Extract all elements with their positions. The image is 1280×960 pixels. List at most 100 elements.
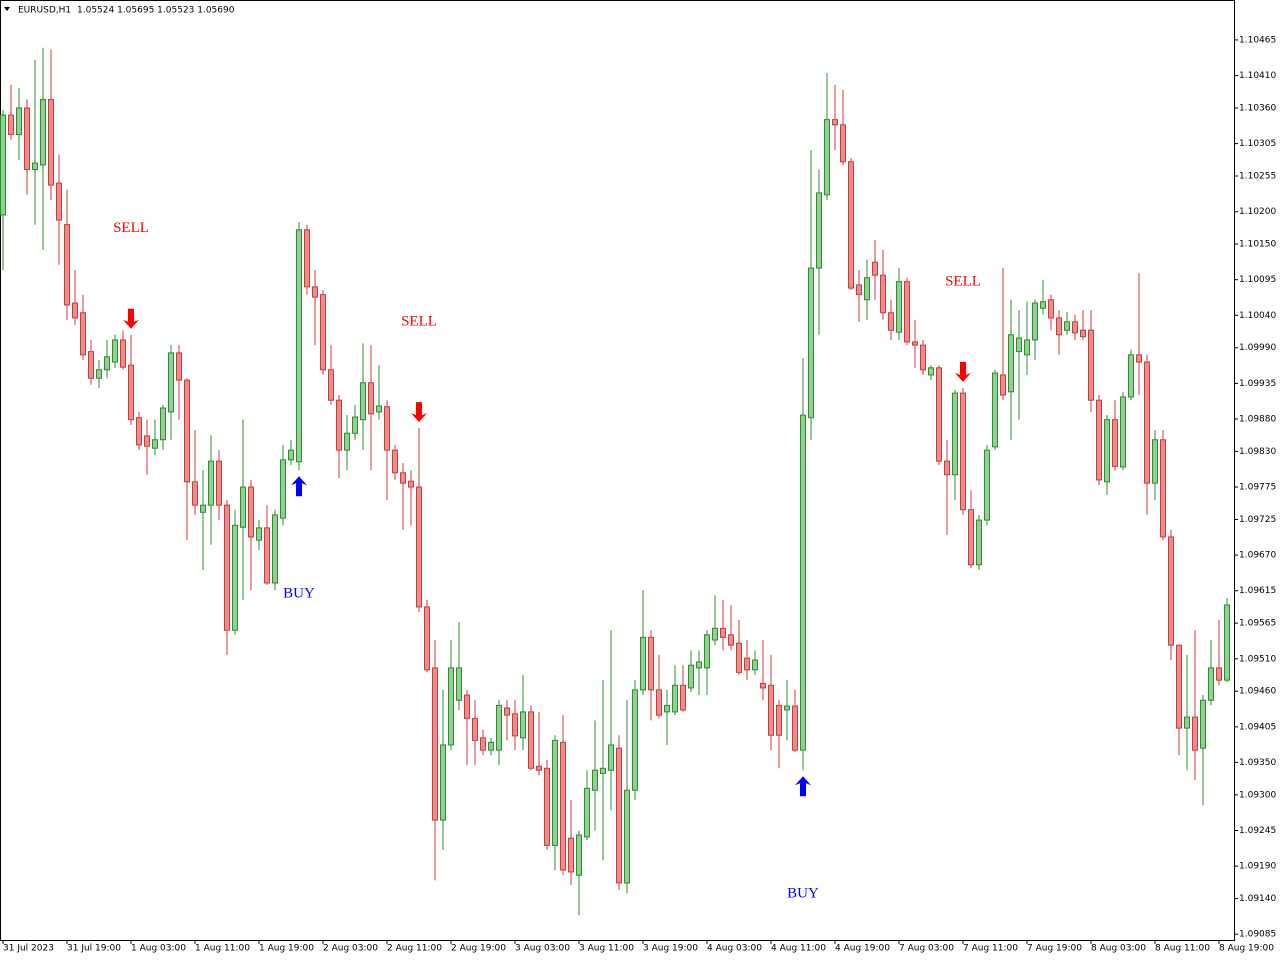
candle-body <box>536 765 542 771</box>
y-tick-label: 1.09990 <box>1239 343 1276 353</box>
y-tick-label: 1.10305 <box>1239 139 1276 149</box>
candle-body <box>1000 374 1006 396</box>
candle-body <box>1088 329 1094 401</box>
candle-body <box>928 367 934 376</box>
candle-body <box>1056 317 1062 336</box>
candle-body <box>8 114 14 136</box>
candle-body <box>352 416 358 434</box>
candle-body <box>256 527 262 541</box>
candle-body <box>280 459 286 519</box>
y-tick-label: 1.09565 <box>1239 619 1276 629</box>
candle-body <box>1024 339 1030 356</box>
x-tick-label: 4 Aug 19:00 <box>835 944 890 954</box>
candle-body <box>600 767 606 774</box>
candle-body <box>1136 354 1142 363</box>
candle-body <box>1192 716 1198 751</box>
candle-body <box>1200 699 1206 749</box>
x-tick-label: 7 Aug 19:00 <box>1027 944 1082 954</box>
signal-arrow <box>411 402 427 423</box>
candle-body <box>504 707 510 716</box>
candle-body <box>272 514 278 584</box>
candle-body <box>208 460 214 506</box>
quote: 1.05524 1.05695 1.05523 1.05690 <box>77 6 235 16</box>
candle-body <box>728 634 734 646</box>
y-tick-label: 1.09880 <box>1239 415 1276 425</box>
x-tick-label: 1 Aug 19:00 <box>259 944 314 954</box>
signal-label: BUY <box>787 886 819 902</box>
y-tick-label: 1.10360 <box>1239 103 1276 113</box>
candle-body <box>32 162 38 171</box>
candle-body <box>832 119 838 126</box>
candle-body <box>344 432 350 451</box>
y-tick-label: 1.10255 <box>1239 172 1276 182</box>
candle-body <box>152 439 158 449</box>
candle-body <box>864 277 870 301</box>
x-tick-label: 8 Aug 11:00 <box>1155 944 1210 954</box>
y-tick-label: 1.10150 <box>1239 240 1276 250</box>
y-tick-label: 1.09140 <box>1239 894 1276 904</box>
candle-body <box>304 229 310 288</box>
x-tick-label: 7 Aug 03:00 <box>899 944 954 954</box>
x-tick-label: 31 Jul 2023 <box>3 944 54 954</box>
candle-body <box>640 636 646 691</box>
candle-body <box>584 787 590 838</box>
candle-body <box>608 744 614 771</box>
candle-body <box>336 399 342 451</box>
candle-body <box>872 261 878 276</box>
candle-body <box>520 711 526 739</box>
x-tick-label: 8 Aug 19:00 <box>1219 944 1274 954</box>
candle-body <box>24 107 30 171</box>
candle-body <box>464 694 470 719</box>
candle-body <box>360 382 366 421</box>
signal-arrow <box>955 361 971 382</box>
y-tick-label: 1.09460 <box>1239 687 1276 697</box>
candle-body <box>88 351 94 379</box>
candle-body <box>840 124 846 163</box>
candle-body <box>448 667 454 746</box>
candle-body <box>624 789 630 884</box>
candle-body <box>104 356 110 371</box>
y-tick-label: 1.10410 <box>1239 71 1276 81</box>
candle-body <box>1016 337 1022 353</box>
candle-body <box>1168 536 1174 646</box>
candle-body <box>424 606 430 671</box>
candle-body <box>680 684 686 711</box>
candle-body <box>40 99 46 166</box>
candle-body <box>1112 419 1118 467</box>
candle-body <box>632 689 638 791</box>
signal-arrow <box>291 476 307 497</box>
candle-body <box>560 741 566 871</box>
candle-body <box>656 689 662 716</box>
y-tick-label: 1.10465 <box>1239 35 1276 45</box>
y-tick-label: 1.09245 <box>1239 826 1276 836</box>
candle-body <box>440 744 446 821</box>
candle-body <box>1160 439 1166 538</box>
candle-body <box>992 372 998 448</box>
candle-body <box>496 704 502 751</box>
y-tick-label: 1.09405 <box>1239 722 1276 732</box>
candle-body <box>80 312 86 356</box>
x-tick-label: 2 Aug 19:00 <box>451 944 506 954</box>
candle-body <box>408 480 414 488</box>
x-tick-label: 31 Jul 19:00 <box>67 944 121 954</box>
y-tick-label: 1.09775 <box>1239 483 1276 493</box>
candle-body <box>744 657 750 671</box>
candle-body <box>616 747 622 884</box>
candle-body <box>552 739 558 846</box>
candle-body <box>144 435 150 447</box>
candle-body <box>456 667 462 701</box>
candle-body <box>648 636 654 691</box>
signal-label: SELL <box>113 220 149 236</box>
candle-body <box>704 634 710 669</box>
signal-label: SELL <box>945 273 981 289</box>
y-tick-label: 1.10095 <box>1239 275 1276 285</box>
signal-arrow <box>795 776 811 797</box>
candle-body <box>720 627 726 638</box>
y-tick-label: 1.10040 <box>1239 311 1276 321</box>
candle-body <box>1080 329 1086 338</box>
candle-body <box>56 182 62 221</box>
candle-body <box>576 834 582 876</box>
candle-body <box>384 406 390 451</box>
candle-body <box>112 339 118 363</box>
